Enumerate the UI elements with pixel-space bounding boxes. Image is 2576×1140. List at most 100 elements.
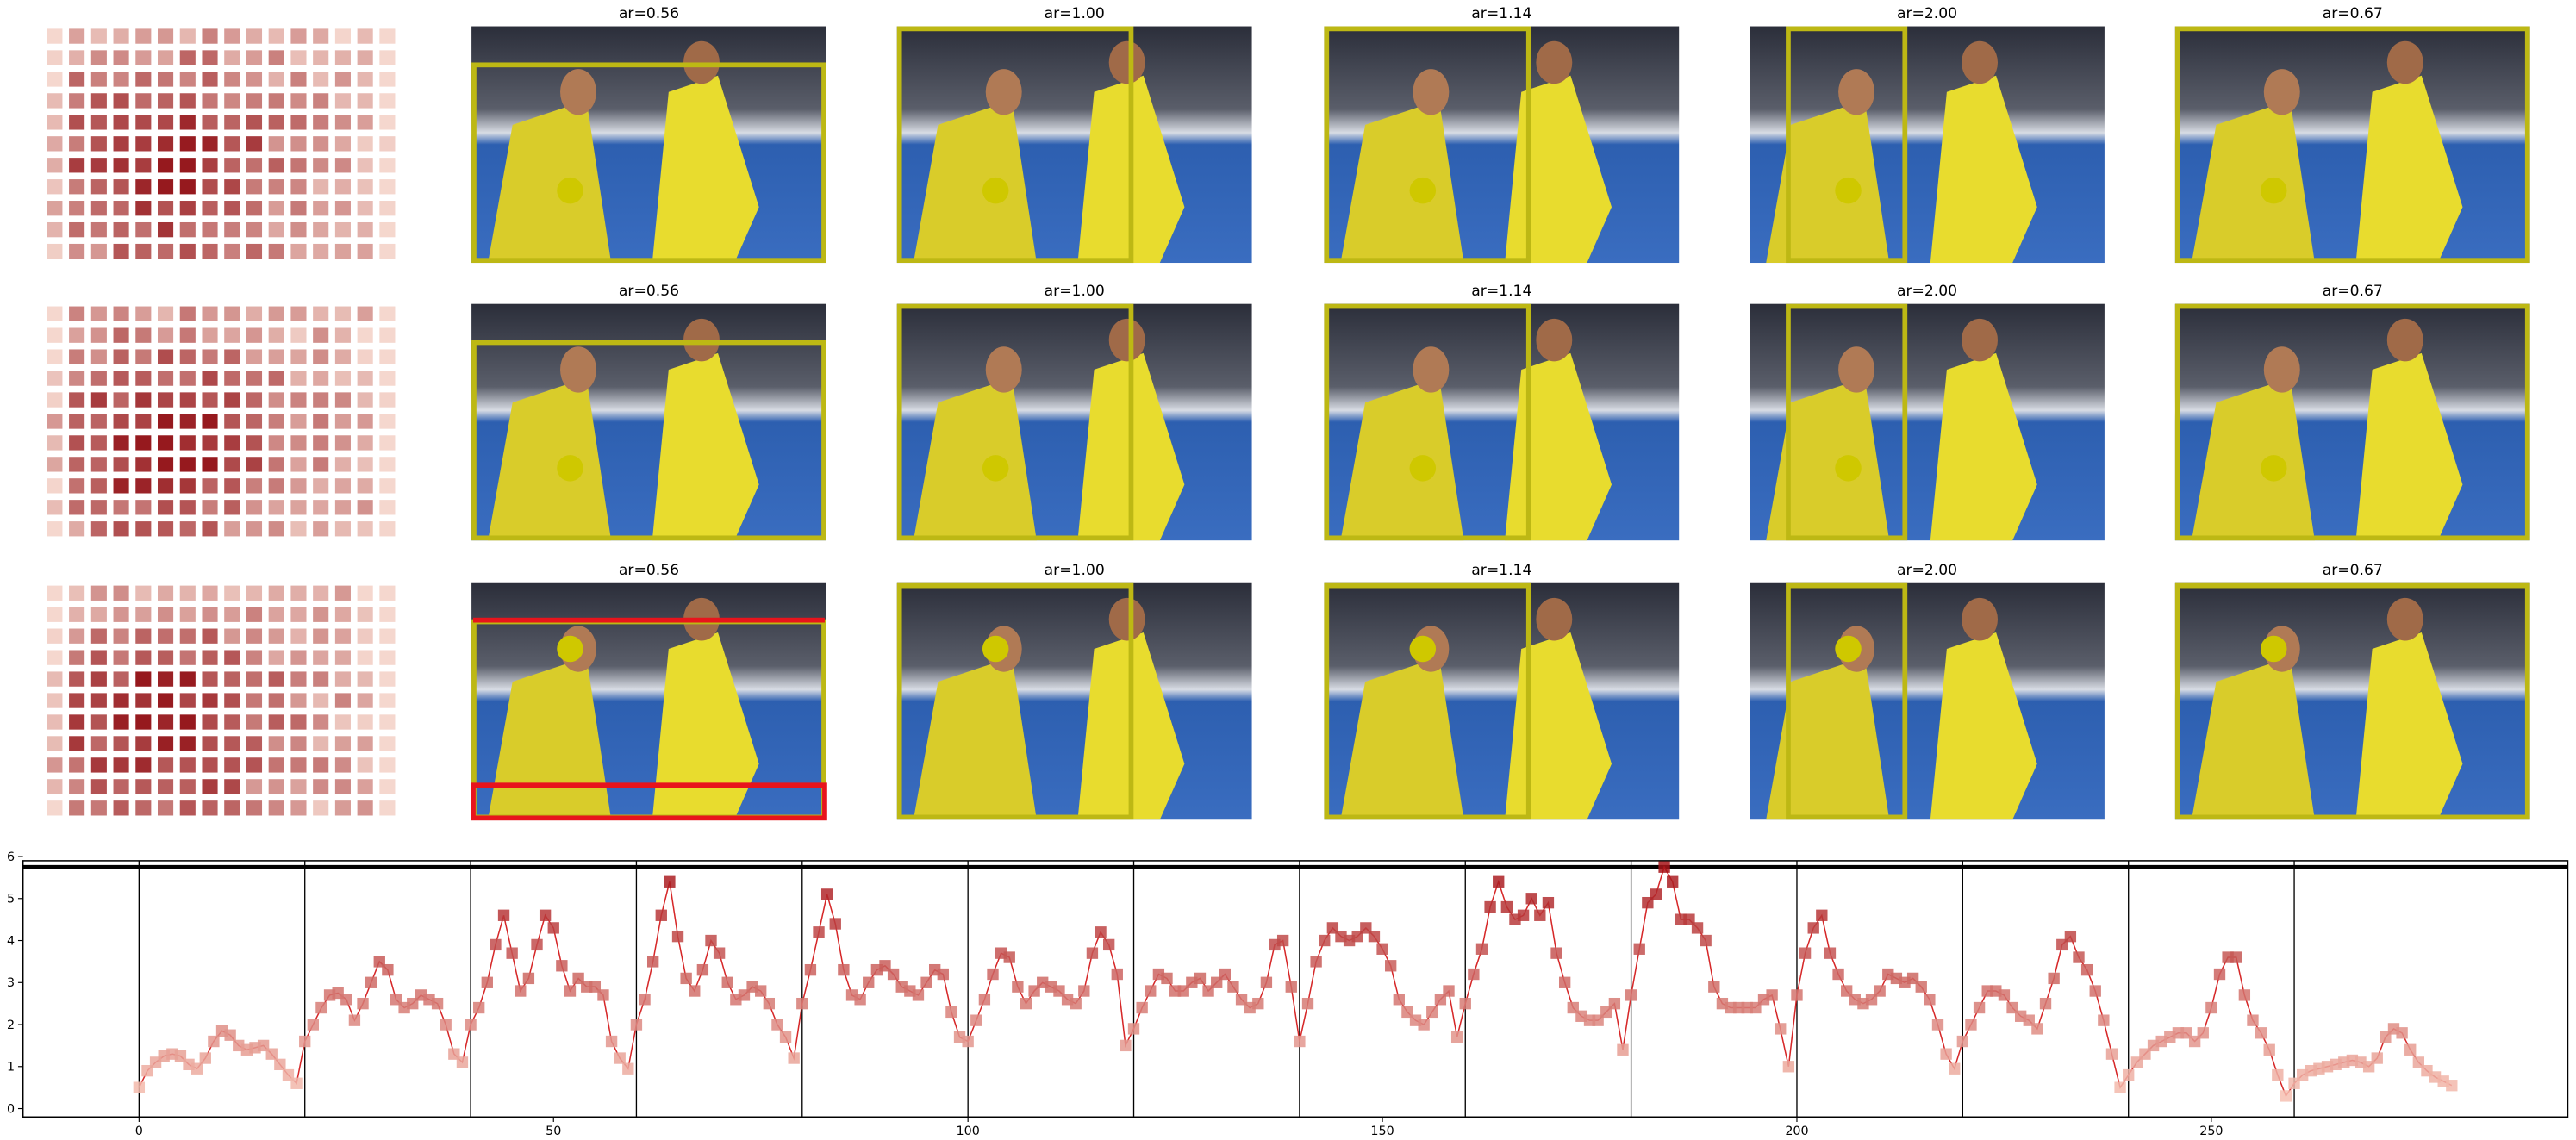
heatmap-cell [290, 521, 307, 537]
score-marker [1542, 896, 1555, 909]
heatmap-cell [268, 371, 284, 386]
score-marker [1931, 1019, 1944, 1031]
heatmap-cell [357, 478, 373, 494]
heatmap-cell [158, 243, 174, 259]
heatmap-cell [246, 158, 263, 173]
heatmap-cell [246, 628, 263, 644]
heatmap-cell [113, 136, 129, 152]
heatmap-cell [224, 72, 240, 87]
crop-box [896, 303, 1134, 541]
score-marker [299, 1035, 311, 1048]
score-marker [1078, 985, 1090, 997]
score-marker [1368, 930, 1381, 943]
score-marker [987, 968, 999, 981]
heatmap-cell [202, 93, 218, 109]
heatmap-cell [224, 201, 240, 216]
heatmap-cell [246, 115, 263, 130]
heatmap-cell [268, 757, 284, 773]
score-marker [1260, 976, 1273, 988]
crop-image [471, 303, 826, 541]
heatmap-cell [158, 306, 174, 321]
crop-image [1324, 26, 1680, 264]
score-marker [1617, 1043, 1629, 1056]
score-marker [2396, 1027, 2408, 1039]
head [2386, 597, 2423, 641]
heatmap-cell [224, 607, 240, 622]
head [2386, 318, 2423, 362]
image-title: ar=1.00 [1045, 562, 1105, 579]
score-marker [1956, 1035, 1969, 1048]
score-marker [133, 1081, 146, 1093]
heatmap-cell [69, 693, 85, 708]
score-marker [622, 1062, 634, 1075]
heatmap-cell [113, 478, 129, 494]
heatmap-cell [334, 158, 351, 173]
heatmap-cell [334, 72, 351, 87]
heatmap-cell [313, 371, 329, 386]
head [1413, 346, 1450, 393]
heatmap-cell [357, 115, 373, 130]
score-marker [813, 926, 825, 938]
crop-image [1750, 26, 2105, 264]
score-marker [490, 938, 502, 951]
heatmap-cell [90, 585, 107, 601]
heatmap-cell [158, 371, 174, 386]
heatmap-cell [202, 500, 218, 515]
heatmap-cell [379, 327, 396, 343]
heatmap-cell [313, 28, 329, 44]
crop-box [2174, 26, 2530, 264]
score-marker [920, 976, 932, 988]
heatmap-cell [179, 50, 196, 65]
heatmap-cell [158, 585, 174, 601]
score-marker [1766, 989, 1778, 1001]
player [913, 377, 1037, 541]
score-marker [1459, 997, 1471, 1010]
heatmap-cell [135, 327, 152, 343]
heatmap-cell [379, 714, 396, 730]
heatmap-cell [357, 158, 373, 173]
heatmap-cell [357, 371, 373, 386]
heatmap-cell [379, 757, 396, 773]
heatmap-cell [69, 800, 85, 816]
heatmap-cell [135, 371, 152, 386]
score-marker [1493, 875, 1505, 888]
heatmap-cell [135, 28, 152, 44]
image-title: ar=0.67 [2323, 283, 2383, 300]
heatmap-cell [290, 500, 307, 515]
score-marker [1691, 922, 1704, 934]
heatmap-cell [357, 800, 373, 816]
score-marker [1824, 947, 1837, 959]
heatmap-cell [47, 607, 63, 622]
score-marker [1111, 968, 1123, 981]
heatmap-cell [246, 201, 263, 216]
score-marker [1608, 997, 1621, 1010]
marker [1835, 455, 1862, 482]
heatmap-cell [47, 435, 63, 451]
heatmap-cell [158, 478, 174, 494]
score-marker [440, 1019, 452, 1031]
score-marker [887, 968, 900, 981]
heatmap-cell [290, 628, 307, 644]
heatmap-cell [357, 435, 373, 451]
heatmap-cell [69, 136, 85, 152]
heatmap-cell [202, 671, 218, 687]
heatmap-cell [224, 457, 240, 472]
score-marker [481, 976, 493, 988]
score-marker [199, 1052, 211, 1064]
heatmap-cell [313, 650, 329, 665]
heatmap-cell [90, 478, 107, 494]
heatmap-cell [158, 628, 174, 644]
score-marker [564, 985, 577, 997]
score-marker [1219, 968, 1231, 981]
heatmap-cell [158, 693, 174, 708]
heatmap-cell [379, 392, 396, 408]
heatmap-cell [135, 693, 152, 708]
heatmap-cell [313, 93, 329, 109]
score-marker [804, 963, 817, 976]
heatmap-cell [246, 392, 263, 408]
score-marker [646, 956, 659, 968]
heatmap [47, 585, 396, 816]
heatmap-cell [290, 671, 307, 687]
heatmap-cell [69, 371, 85, 386]
heatmap-cell [47, 221, 63, 238]
